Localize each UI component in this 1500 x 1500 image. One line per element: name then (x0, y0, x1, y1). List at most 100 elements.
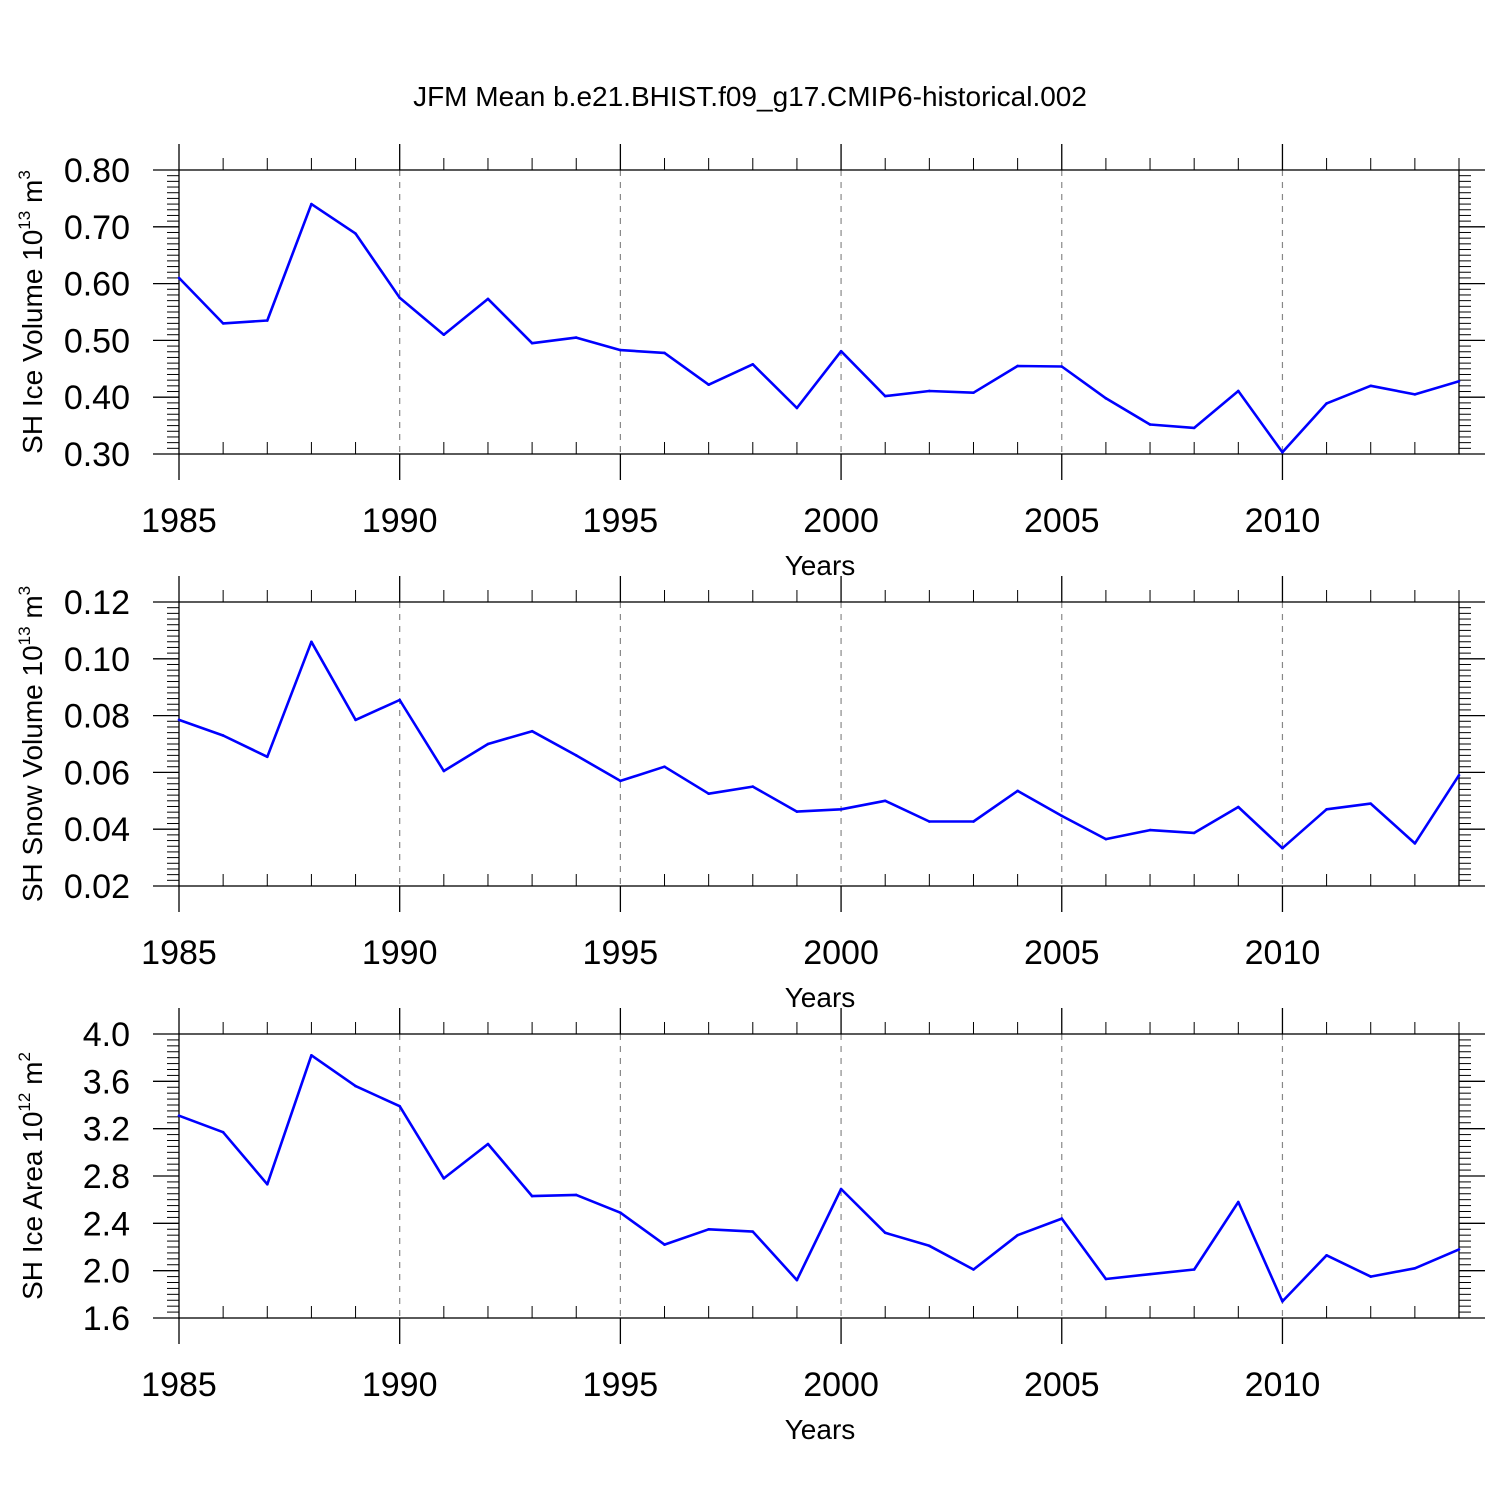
data-point (883, 394, 887, 398)
data-point (486, 742, 490, 746)
data-point (442, 1177, 446, 1180)
data-point (1325, 402, 1328, 405)
x-tick-label: 2005 (1024, 934, 1100, 972)
x-tick-label: 2010 (1245, 1366, 1321, 1404)
data-point (928, 820, 931, 823)
y-tick-label: 0.02 (64, 868, 130, 906)
x-tick-label: 2005 (1024, 502, 1100, 540)
data-point (398, 698, 401, 702)
data-point (663, 765, 666, 769)
data-point (354, 718, 357, 722)
data-point (1457, 1248, 1461, 1251)
data-point (1237, 805, 1240, 809)
data-point (1104, 397, 1108, 400)
data-point (1192, 831, 1196, 835)
y-label-unit-exponent: 2 (15, 1052, 34, 1061)
data-point (1104, 837, 1108, 841)
x-tick-label: 1990 (362, 934, 438, 972)
series-line-sh-snow-volume (178, 640, 1461, 850)
data-point (221, 322, 225, 325)
data-point (442, 769, 446, 773)
y-label-unit-exponent: 3 (15, 170, 34, 179)
data-point (1281, 1300, 1284, 1303)
y-tick-label: 0.60 (64, 266, 130, 304)
x-tick-label: 1985 (141, 1366, 217, 1404)
y-axis-label: SH Ice Volume 1013 m3 (15, 170, 48, 454)
data-point (1148, 1272, 1152, 1276)
data-point (795, 1278, 799, 1282)
data-point (486, 297, 490, 301)
data-point (972, 391, 975, 394)
data-point (354, 1084, 357, 1088)
y-tick-label: 0.40 (64, 379, 130, 417)
data-point (1192, 1268, 1196, 1271)
y-label-unit: m (17, 595, 48, 626)
data-point (928, 1244, 931, 1248)
data-point (1281, 846, 1284, 850)
y-axis-label: SH Snow Volume 1013 m3 (15, 586, 48, 902)
x-tick-label: 2000 (803, 934, 879, 972)
data-point (1369, 802, 1373, 805)
data-point (707, 1227, 710, 1231)
x-tick-label: 1990 (362, 502, 438, 540)
data-point (1016, 1233, 1019, 1237)
y-tick-label: 0.06 (64, 754, 130, 792)
data-point (883, 1231, 887, 1235)
data-point (310, 640, 313, 644)
data-point (663, 351, 666, 355)
x-tick-label: 1995 (583, 934, 659, 972)
data-point (1369, 384, 1373, 388)
data-point (707, 383, 710, 387)
data-point (1325, 1253, 1328, 1257)
data-point (398, 296, 401, 300)
data-point (1060, 365, 1064, 368)
y-tick-label: 2.8 (83, 1158, 130, 1196)
data-point (839, 349, 843, 353)
data-point (928, 389, 931, 393)
data-point (221, 1130, 225, 1134)
data-point (1192, 426, 1196, 430)
y-label-exponent: 13 (15, 626, 34, 645)
data-point (1413, 1267, 1417, 1270)
data-point (972, 820, 975, 823)
y-tick-label: 0.80 (64, 152, 130, 190)
data-point (177, 276, 181, 280)
x-tick-label: 2010 (1245, 502, 1321, 540)
data-point (883, 799, 887, 803)
x-tick-label: 2010 (1245, 934, 1321, 972)
data-point (619, 348, 622, 352)
data-point (751, 1230, 755, 1233)
data-point (265, 755, 269, 759)
data-point (1060, 1217, 1064, 1220)
chart-panel-sh-ice-area: 1985 1990 1995 2000 2005 2010 1.6 2.0 2.4 2.8 3.2 3… (15, 1008, 1485, 1445)
data-point (1457, 379, 1461, 383)
y-tick-label: 0.04 (64, 811, 130, 849)
data-point (398, 1104, 401, 1108)
y-tick-label: 0.30 (64, 436, 130, 474)
data-point (751, 362, 755, 366)
chart-panel-sh-snow-volume: 1985 1990 1995 2000 2005 2010 0.02 0.04 0.06 0.08… (15, 576, 1485, 1013)
y-axis-label: SH Ice Area 1012 m2 (15, 1052, 48, 1300)
data-point (1060, 814, 1064, 818)
series-line-sh-ice-area (178, 1054, 1460, 1303)
x-tick-label: 2005 (1024, 1366, 1100, 1404)
y-label-unit: m (17, 180, 48, 211)
y-tick-label: 2.4 (83, 1205, 130, 1243)
x-tick-label: 1995 (583, 502, 659, 540)
data-point (1369, 1275, 1373, 1278)
y-label-text: SH Ice Area 10 (17, 1112, 48, 1300)
data-point (795, 406, 799, 410)
data-point (354, 232, 357, 235)
chart-panel-sh-ice-volume: 1985 1990 1995 2000 2005 2010 0.30 0.40 0.50 0.60… (15, 144, 1485, 581)
y-tick-label: 0.10 (64, 641, 130, 679)
y-label-unit: m (17, 1062, 48, 1093)
x-tick-label: 1995 (583, 1366, 659, 1404)
data-point (1413, 393, 1417, 396)
data-point (574, 1193, 578, 1197)
x-tick-label: 2000 (803, 1366, 879, 1404)
data-point (574, 336, 578, 339)
data-point (1281, 450, 1284, 454)
data-point (221, 734, 225, 737)
